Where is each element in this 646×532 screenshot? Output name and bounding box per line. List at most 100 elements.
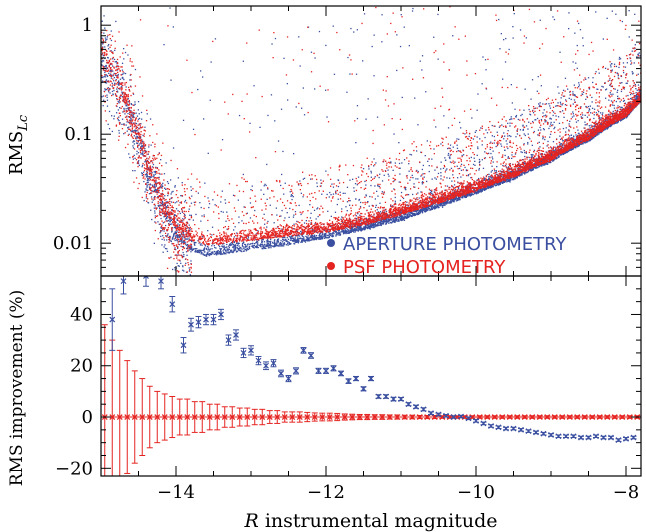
- scatter-point: [175, 236, 177, 238]
- scatter-point: [169, 7, 171, 9]
- scatter-point: [312, 237, 315, 239]
- scatter-point: [243, 248, 245, 250]
- scatter-point: [202, 249, 204, 252]
- scatter-point: [415, 198, 417, 200]
- scatter-point: [238, 114, 241, 117]
- scatter-point: [141, 118, 143, 120]
- scatter-point: [569, 120, 571, 122]
- scatter-point: [261, 239, 263, 241]
- scatter-point: [200, 253, 202, 255]
- scatter-point: [310, 51, 313, 53]
- scatter-point: [346, 231, 348, 233]
- scatter-point: [539, 104, 541, 106]
- scatter-point: [565, 139, 567, 141]
- scatter-point: [332, 193, 335, 195]
- scatter-point: [356, 105, 359, 107]
- scatter-point: [226, 228, 228, 230]
- scatter-point: [622, 62, 625, 64]
- scatter-point: [251, 245, 253, 247]
- scatter-point: [481, 189, 483, 191]
- scatter-point: [495, 184, 498, 187]
- scatter-point: [614, 88, 616, 90]
- scatter-point: [206, 245, 209, 247]
- scatter-point: [370, 226, 372, 229]
- scatter-point: [159, 201, 161, 204]
- scatter-point: [417, 170, 419, 173]
- scatter-point: [424, 155, 426, 157]
- scatter-point: [266, 226, 268, 228]
- scatter-point: [516, 176, 518, 178]
- scatter-point: [241, 220, 243, 222]
- scatter-point: [356, 117, 359, 120]
- scatter-point: [393, 220, 396, 222]
- scatter-point: [434, 205, 436, 207]
- scatter-point: [330, 225, 332, 228]
- scatter-point: [588, 110, 590, 112]
- scatter-point: [428, 170, 430, 173]
- scatter-point: [182, 240, 185, 242]
- scatter-point: [362, 227, 364, 230]
- scatter-point: [550, 153, 552, 155]
- scatter-point: [319, 232, 322, 234]
- scatter-point: [456, 199, 459, 201]
- scatter-point: [522, 172, 524, 174]
- scatter-point: [255, 233, 257, 235]
- scatter-point: [307, 235, 309, 237]
- scatter-point: [422, 173, 424, 175]
- scatter-point: [604, 128, 606, 131]
- scatter-point: [540, 164, 543, 166]
- scatter-point: [330, 194, 332, 196]
- scatter-point: [487, 186, 489, 188]
- scatter-point: [615, 122, 617, 124]
- scatter-point: [582, 37, 584, 39]
- scatter-point: [559, 145, 561, 147]
- scatter-point: [233, 236, 236, 238]
- scatter-point: [322, 236, 324, 238]
- scatter-point: [308, 238, 310, 240]
- scatter-point: [398, 216, 400, 218]
- scatter-point: [301, 234, 303, 236]
- scatter-point: [221, 190, 223, 192]
- scatter-point: [160, 205, 162, 207]
- scatter-point: [307, 238, 309, 240]
- scatter-point: [381, 211, 383, 213]
- scatter-point: [278, 243, 280, 245]
- scatter-point: [462, 196, 464, 199]
- scatter-point: [431, 207, 433, 209]
- scatter-point: [637, 96, 639, 98]
- scatter-point: [249, 248, 251, 250]
- scatter-point: [456, 144, 458, 146]
- scatter-point: [282, 245, 284, 247]
- scatter-point: [511, 157, 513, 159]
- scatter-point: [310, 212, 312, 214]
- scatter-point: [256, 241, 259, 243]
- scatter-point: [377, 185, 379, 187]
- scatter-point: [271, 245, 273, 247]
- scatter-point: [630, 98, 633, 100]
- scatter-point: [356, 29, 358, 31]
- scatter-point: [346, 91, 348, 93]
- scatter-point: [255, 246, 257, 249]
- scatter-point: [420, 191, 422, 193]
- scatter-point: [571, 137, 573, 139]
- scatter-point: [469, 195, 471, 197]
- scatter-point: [554, 152, 556, 154]
- scatter-point: [335, 234, 337, 236]
- scatter-point: [562, 110, 564, 112]
- scatter-point: [636, 94, 638, 96]
- scatter-point: [576, 146, 579, 148]
- scatter-point: [317, 207, 319, 209]
- scatter-point: [131, 113, 133, 116]
- scatter-point: [452, 190, 454, 192]
- scatter-point: [247, 244, 249, 246]
- scatter-point: [373, 226, 375, 229]
- scatter-point: [210, 61, 212, 63]
- scatter-point: [244, 243, 246, 246]
- scatter-point: [247, 238, 249, 240]
- scatter-point: [366, 226, 369, 228]
- scatter-point: [616, 72, 618, 74]
- scatter-point: [314, 57, 316, 59]
- scatter-point: [284, 243, 286, 245]
- scatter-point: [460, 163, 463, 165]
- scatter-point: [632, 106, 634, 108]
